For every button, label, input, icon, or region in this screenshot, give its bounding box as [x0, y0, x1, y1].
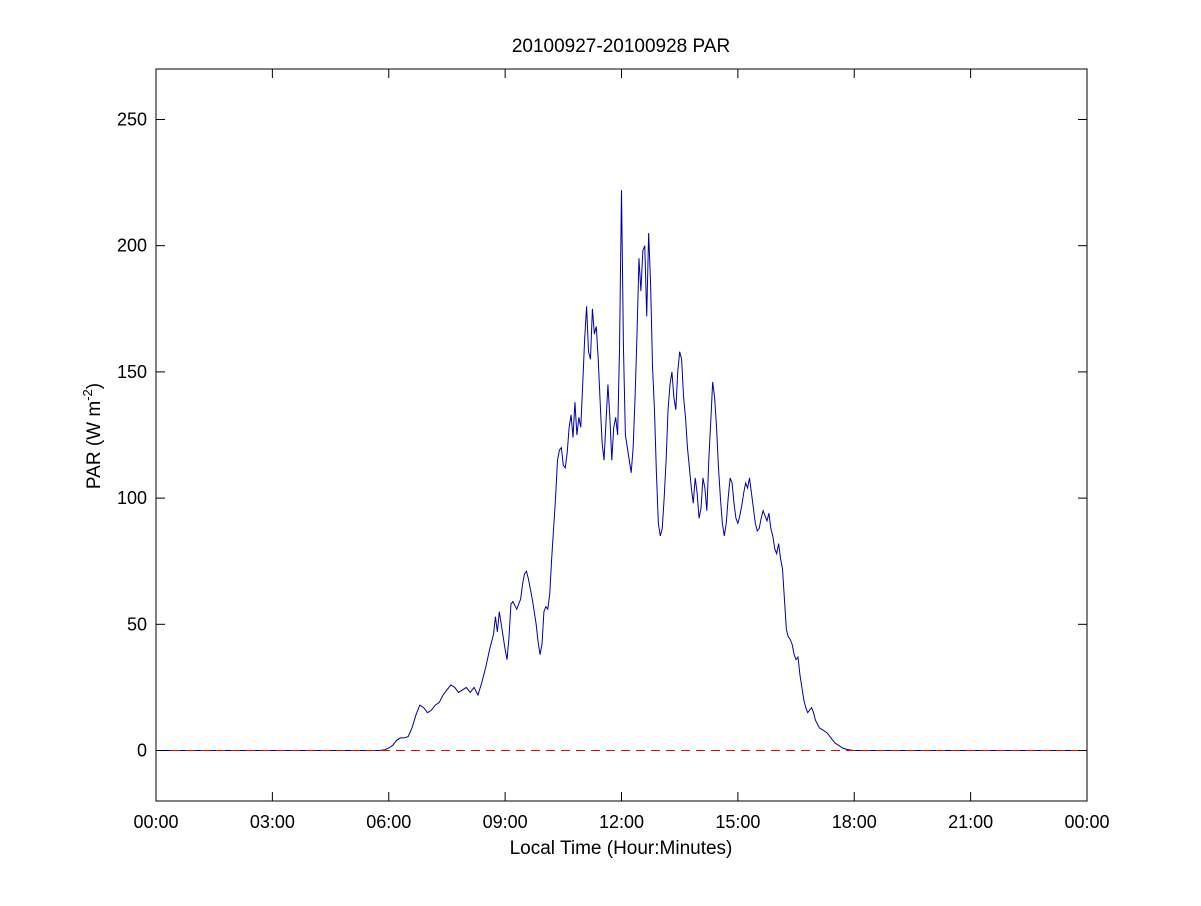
series-layer [156, 190, 1087, 752]
chart-title: 20100927-20100928 PAR [512, 36, 730, 57]
y-axis-label: PAR (W m-2) [80, 383, 105, 489]
x-axis-label: Local Time (Hour:Minutes) [510, 838, 733, 859]
x-axis-ticks: 00:00 03:00 06:00 09:00 12:00 15:00 18:00 21:00… [133, 69, 1110, 832]
y-tick-label: 0 [137, 741, 147, 761]
x-tick-label: 15:00 [715, 812, 760, 832]
x-tick-label: 12:00 [599, 812, 644, 832]
par-series-line [156, 190, 1087, 752]
y-axis-label-close: ) [84, 383, 105, 389]
y-tick-label: 50 [127, 614, 147, 634]
x-tick-label: 03:00 [250, 812, 295, 832]
plot-frame [155, 68, 1088, 802]
y-tick-label: 250 [117, 109, 147, 129]
y-axis-label-superscript: -2 [80, 389, 95, 401]
x-tick-label: 09:00 [483, 812, 528, 832]
y-tick-label: 200 [117, 236, 147, 256]
x-tick-label: 18:00 [832, 812, 877, 832]
y-axis-label-main: PAR (W m [84, 401, 105, 489]
plot-area [155, 68, 1088, 802]
y-tick-label: 100 [117, 488, 147, 508]
x-tick-label: 00:00 [1064, 812, 1109, 832]
x-tick-label: 00:00 [133, 812, 178, 832]
y-axis-ticks: 0 50 100 150 200 250 [117, 109, 1087, 761]
y-tick-label: 150 [117, 362, 147, 382]
x-tick-label: 06:00 [366, 812, 411, 832]
x-tick-label: 21:00 [948, 812, 993, 832]
